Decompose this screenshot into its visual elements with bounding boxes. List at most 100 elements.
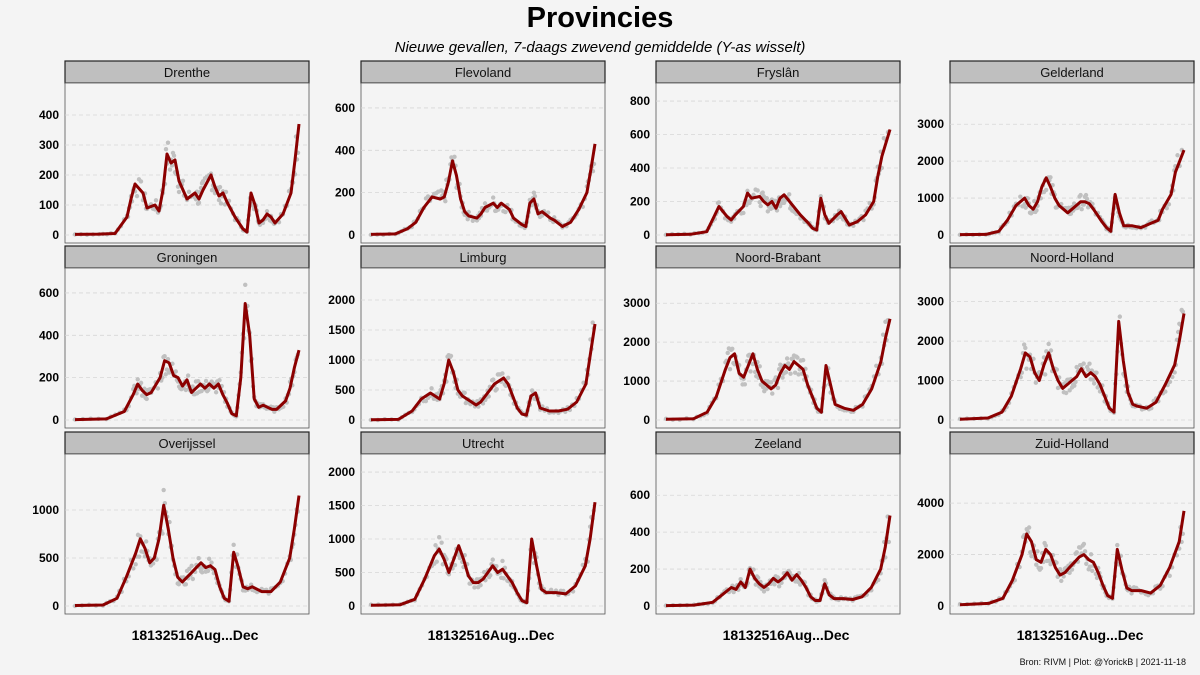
data-point <box>136 554 142 559</box>
data-point <box>1043 543 1048 548</box>
data-point <box>1167 573 1172 578</box>
data-point <box>765 209 771 214</box>
y-tick-label: 0 <box>937 413 944 427</box>
data-point <box>1048 348 1054 353</box>
data-point <box>886 539 892 545</box>
data-point <box>436 535 442 540</box>
data-point <box>462 390 467 395</box>
data-point <box>472 585 477 590</box>
x-tick-labels: 18132516Aug...Dec <box>723 627 850 643</box>
data-point <box>1018 194 1023 199</box>
data-point <box>874 363 879 369</box>
data-point <box>770 391 775 396</box>
data-point <box>1175 153 1180 158</box>
data-point <box>880 332 886 337</box>
panel-title: Utrecht <box>462 436 504 451</box>
data-point <box>1029 553 1034 559</box>
data-point <box>764 196 769 201</box>
data-point <box>1090 377 1096 382</box>
data-point <box>423 398 429 404</box>
data-point <box>1034 208 1039 213</box>
data-point <box>761 589 767 594</box>
panel-frame <box>64 267 310 429</box>
data-point <box>452 154 457 160</box>
data-point <box>1166 202 1172 207</box>
data-point <box>1067 570 1072 576</box>
y-tick-label: 400 <box>630 161 650 175</box>
y-tick-label: 2000 <box>917 548 944 562</box>
data-point <box>209 560 214 565</box>
y-tick-label: 2000 <box>917 154 944 168</box>
data-point <box>213 390 219 395</box>
data-point <box>772 582 777 587</box>
panel-utrecht: Utrecht 0 500 1000 1500 2000 18132516Aug...Dec <box>328 431 606 643</box>
data-point <box>199 570 205 575</box>
panel-frame <box>655 267 901 429</box>
y-tick-label: 1000 <box>917 191 944 205</box>
data-point <box>484 208 490 213</box>
y-tick-label: 600 <box>630 128 650 142</box>
panel-groningen: Groningen 0 200 400 600 <box>39 245 310 429</box>
data-point <box>1078 192 1083 198</box>
data-point <box>478 582 483 588</box>
x-tick-labels: 18132516Aug...Dec <box>132 627 259 643</box>
data-point <box>776 367 782 372</box>
panel-zuid-holland: Zuid-Holland 0 2000 4000 18132516Aug...Dec <box>917 431 1195 643</box>
panel-drenthe: Drenthe 0 100 200 300 400 <box>39 60 310 244</box>
data-point <box>1164 206 1169 211</box>
data-point <box>206 387 211 393</box>
data-point <box>753 582 759 587</box>
data-point <box>725 350 730 356</box>
data-point <box>439 540 444 545</box>
data-point <box>742 382 748 387</box>
data-point <box>217 377 222 383</box>
y-tick-label: 200 <box>630 562 650 576</box>
data-point <box>433 543 438 548</box>
data-point <box>1074 364 1079 370</box>
data-point <box>231 542 236 548</box>
y-tick-label: 1000 <box>917 374 944 388</box>
panel-gelderland: Gelderland 0 1000 2000 3000 <box>917 60 1195 244</box>
x-tick-labels: 18132516Aug...Dec <box>1017 627 1144 643</box>
y-tick-label: 200 <box>335 186 355 200</box>
data-point <box>757 200 762 205</box>
data-point <box>1054 367 1060 372</box>
data-point <box>180 178 186 183</box>
y-tick-label: 100 <box>39 198 59 212</box>
data-point <box>1063 390 1069 396</box>
series-line <box>370 502 597 607</box>
data-point <box>1082 549 1088 554</box>
data-point <box>189 563 194 569</box>
data-point <box>775 385 781 391</box>
data-point <box>465 217 470 222</box>
data-point <box>716 200 722 205</box>
data-point <box>1117 314 1123 319</box>
data-point <box>243 282 248 288</box>
data-point <box>196 556 201 561</box>
panel-flevoland: Flevoland 0 200 400 600 <box>335 60 606 244</box>
y-tick-label: 0 <box>937 228 944 242</box>
y-tick-label: 400 <box>335 143 355 157</box>
data-point <box>776 584 782 589</box>
data-point <box>205 568 211 574</box>
data-point <box>199 388 204 394</box>
data-point <box>1079 207 1084 212</box>
series-line <box>959 313 1186 421</box>
data-point <box>488 573 493 578</box>
data-point <box>164 367 170 372</box>
data-point <box>1083 192 1089 198</box>
data-point <box>133 562 138 567</box>
data-point <box>203 378 209 384</box>
data-point <box>1087 564 1093 569</box>
data-point <box>491 377 496 382</box>
y-tick-label: 600 <box>39 286 59 300</box>
series-line <box>370 143 597 236</box>
panel-frame <box>655 453 901 615</box>
y-tick-label: 0 <box>643 413 650 427</box>
data-point <box>1035 549 1040 554</box>
data-point <box>167 167 173 172</box>
data-point <box>1172 370 1177 375</box>
data-point <box>1090 568 1095 573</box>
data-point <box>1088 552 1094 557</box>
